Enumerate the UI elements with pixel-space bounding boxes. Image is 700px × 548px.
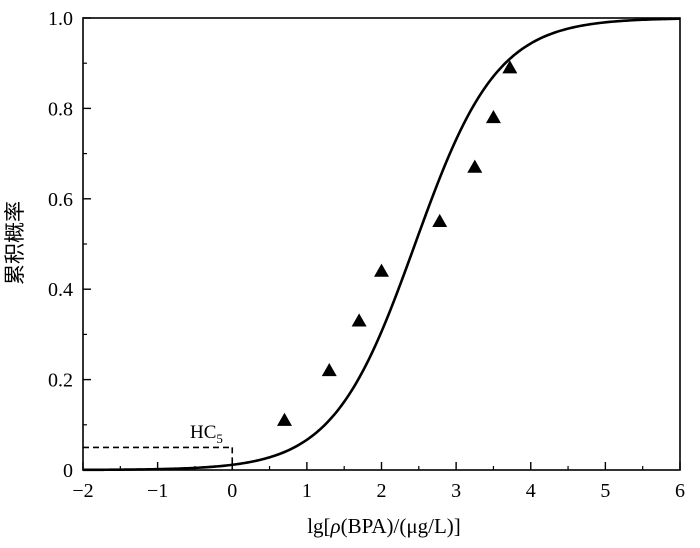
x-tick-label: 4 <box>526 480 536 502</box>
x-tick-label: 5 <box>600 480 610 502</box>
data-point-triangle <box>321 363 337 377</box>
data-points <box>276 60 518 426</box>
plot-frame <box>82 17 681 471</box>
y-axis-label: 累积概率 <box>3 201 27 285</box>
y-tick-label: 0.2 <box>48 370 73 392</box>
fit-curve <box>82 17 681 472</box>
data-point-triangle <box>467 159 483 173</box>
axes: −2 −1 0 1 2 3 4 5 6 0 0.2 0.4 0.6 0.8 1.0 <box>48 8 685 502</box>
y-tick-label: 0.8 <box>48 98 73 120</box>
data-point-triangle <box>432 213 448 228</box>
x-tick-label: 0 <box>227 480 237 502</box>
x-tick-label: −2 <box>72 480 93 502</box>
data-point-triangle <box>276 412 292 426</box>
hc5-label: HC5 <box>190 422 223 446</box>
x-tick-label: 1 <box>302 480 312 502</box>
x-tick-label: 2 <box>377 480 387 502</box>
x-tick-label: −1 <box>147 480 168 502</box>
data-point-triangle <box>374 263 389 277</box>
x-tick-label: 6 <box>675 480 685 502</box>
y-tick-label: 0 <box>63 460 73 482</box>
data-point-triangle <box>351 313 367 327</box>
plot-area <box>82 17 681 472</box>
data-point-triangle <box>502 60 518 74</box>
x-tick-label: 3 <box>451 480 461 502</box>
y-tick-label: 0.4 <box>48 279 73 301</box>
y-tick-label: 0.6 <box>48 189 73 211</box>
y-tick-label: 1.0 <box>48 8 73 30</box>
data-point-triangle <box>485 109 501 124</box>
x-axis-label: lg[ρ(BPA)/(μg/L)] <box>307 514 461 538</box>
